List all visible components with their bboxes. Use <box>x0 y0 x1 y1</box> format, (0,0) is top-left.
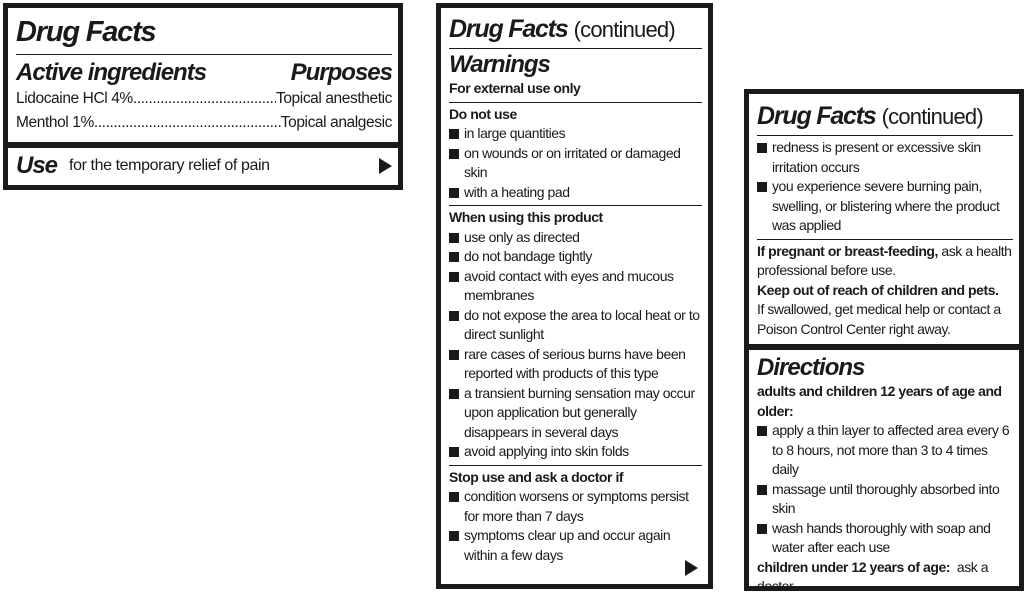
pregnancy-text: ask a health professional before use. <box>757 242 1012 279</box>
stop-use-list: condition worsens or symptoms persist fo… <box>449 487 702 565</box>
list-item: in large quantities <box>449 124 702 144</box>
do-not-use-heading: Do not use <box>449 105 517 122</box>
list-item: wash hands thoroughly with soap and wate… <box>757 519 1013 558</box>
list-item: symptoms clear up and occur again within… <box>449 526 702 565</box>
continue-arrow-icon <box>685 560 698 576</box>
drug-facts-panel-3: Drug Facts (continued) redness is present… <box>744 89 1024 594</box>
ingredient-purpose: Topical analgesic <box>280 114 393 131</box>
keep-out-warning: Keep out of reach of children and pets. <box>757 281 999 298</box>
children-directions: children under 12 years of age: ask a do… <box>757 558 1013 597</box>
list-item: apply a thin layer to affected area ever… <box>757 421 1013 480</box>
stop-use-heading: Stop use and ask a doctor if <box>449 468 624 485</box>
list-item: condition worsens or symptoms persist fo… <box>449 487 702 526</box>
drug-facts-panel-1: Drug Facts Active ingredients Purposes L… <box>3 3 403 190</box>
divider <box>449 101 702 103</box>
pregnancy-label: If pregnant or breast-feeding, <box>757 242 938 259</box>
when-using-list: use only as directed do not bandage tigh… <box>449 228 702 462</box>
list-item: rare cases of serious burns have been re… <box>449 345 702 384</box>
external-use-text: For external use only <box>449 80 581 96</box>
directions-list: apply a thin layer to affected area ever… <box>757 421 1013 558</box>
use-heading: Use <box>16 152 58 179</box>
warnings-heading: Warnings <box>449 51 551 78</box>
drug-facts-title: Drug Facts <box>449 15 569 43</box>
drug-facts-title: Drug Facts <box>757 102 877 130</box>
continue-arrow-icon <box>379 158 392 174</box>
list-item: redness is present or excessive skin irr… <box>757 138 1013 177</box>
ingredient-row: Menthol 1% .............................… <box>16 111 392 135</box>
do-not-use-list: in large quantities on wounds or on irri… <box>449 124 702 202</box>
drug-facts-title: Drug Facts <box>16 16 157 48</box>
section-divider <box>749 344 1019 350</box>
pregnancy-warning: If pregnant or breast-feeding, ask a hea… <box>757 242 1013 281</box>
list-item: a transient burning sensation may occur … <box>449 384 702 443</box>
drug-facts-panel-2: Drug Facts (continued) Warnings For exter… <box>436 3 713 589</box>
children-label: children under 12 years of age: <box>757 558 951 575</box>
divider <box>449 48 702 49</box>
ingredient-name: Menthol 1% <box>16 114 94 131</box>
continued-label: (continued) <box>573 17 676 42</box>
list-item: use only as directed <box>449 228 702 248</box>
list-item: with a heating pad <box>449 183 702 203</box>
adults-heading: adults and children 12 years of age and … <box>757 383 1002 419</box>
leader-dots: ........................................… <box>132 90 276 107</box>
ingredient-purpose: Topical anesthetic <box>275 90 392 107</box>
list-item: you experience severe burning pain, swel… <box>757 177 1013 236</box>
list-item: massage until thoroughly absorbed into s… <box>757 480 1013 519</box>
stop-use-continued-list: redness is present or excessive skin irr… <box>757 138 1013 236</box>
list-item: avoid applying into skin folds <box>449 442 702 462</box>
use-text: for the temporary relief of pain <box>69 157 270 174</box>
when-using-heading: When using this product <box>449 209 603 225</box>
section-divider <box>8 142 398 148</box>
continued-label: (continued) <box>881 104 984 129</box>
divider <box>757 135 1013 136</box>
purposes-heading: Purposes <box>290 59 393 86</box>
divider <box>449 205 702 206</box>
divider <box>757 238 1013 240</box>
swallowed-warning: If swallowed, get medical help or contac… <box>757 301 1001 337</box>
list-item: avoid contact with eyes and mucous membr… <box>449 267 702 306</box>
list-item: on wounds or on irritated or damaged ski… <box>449 144 702 183</box>
list-item: do not bandage tightly <box>449 247 702 267</box>
leader-dots: ........................................… <box>93 114 281 131</box>
directions-heading: Directions <box>757 354 865 381</box>
active-ingredients-heading: Active ingredients <box>16 59 207 86</box>
list-item: do not expose the area to local heat or … <box>449 306 702 345</box>
ingredient-name: Lidocaine HCl 4% <box>16 90 133 107</box>
divider <box>16 54 392 55</box>
children-text: ask a doctor <box>757 558 989 595</box>
divider <box>449 464 702 466</box>
ingredient-row: Lidocaine HCl 4% .......................… <box>16 87 392 111</box>
